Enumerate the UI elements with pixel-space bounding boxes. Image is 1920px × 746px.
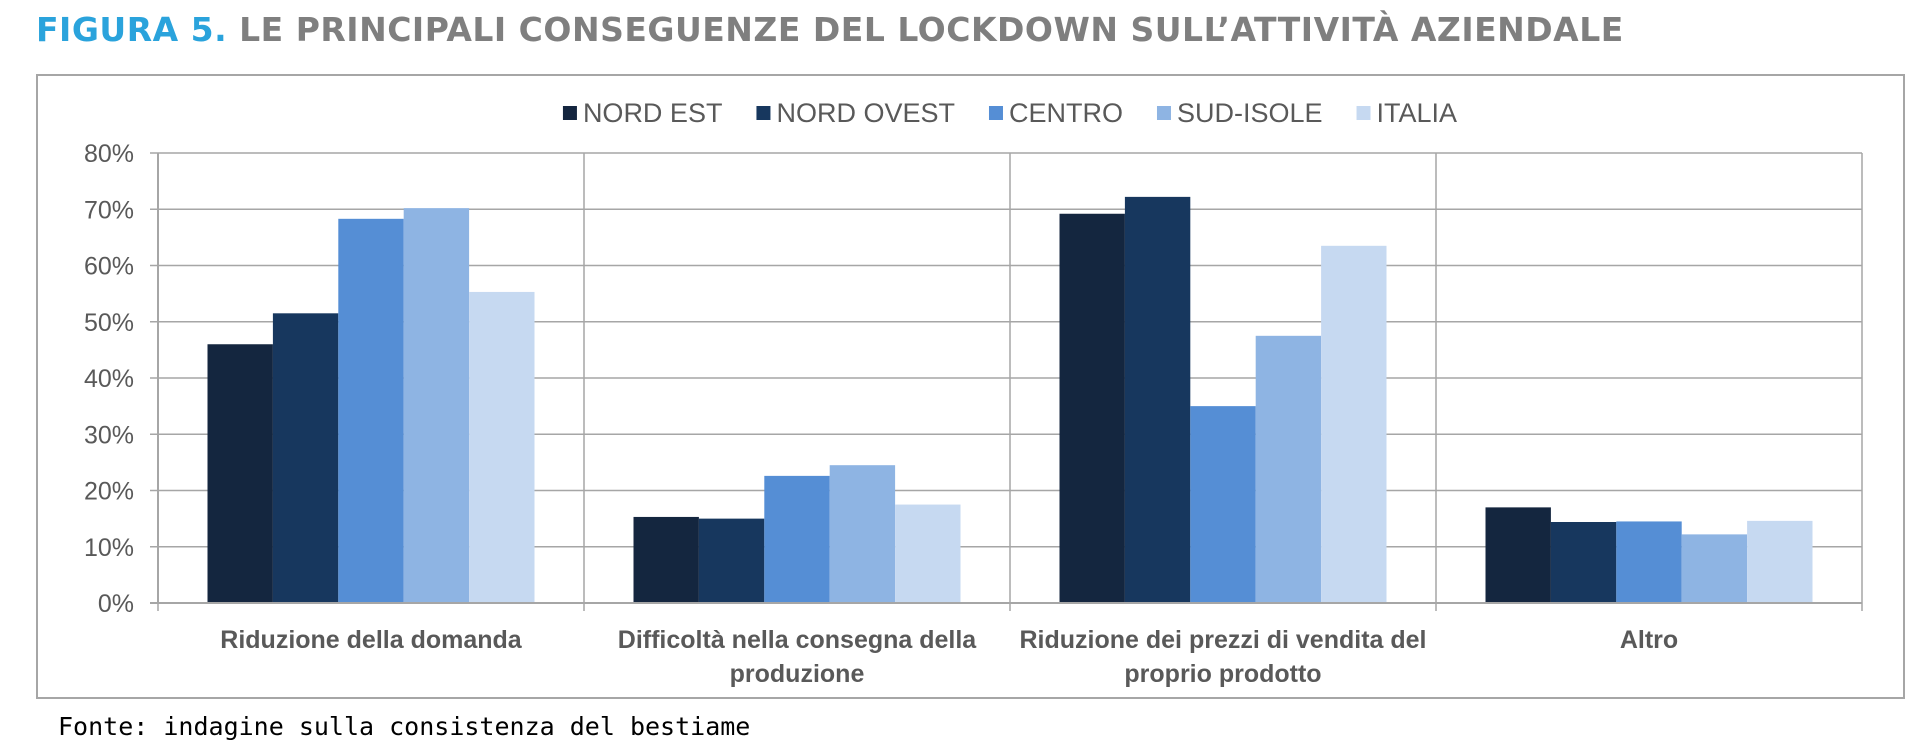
bar	[829, 465, 896, 603]
legend-label: ITALIA	[1377, 98, 1458, 128]
x-tick-label: Difficoltà nella consegna della	[618, 626, 978, 654]
y-tick-label: 20%	[84, 478, 134, 506]
bar	[1485, 507, 1551, 603]
source-note: Fonte: indagine sulla consistenza del be…	[58, 712, 751, 741]
y-tick-label: 10%	[84, 534, 134, 562]
figure-title: FIGURA 5. LE PRINCIPALI CONSEGUENZE DEL …	[36, 10, 1624, 49]
y-tick-label: 30%	[84, 421, 134, 449]
bar	[1255, 335, 1322, 603]
bar	[207, 344, 273, 603]
bar	[338, 218, 404, 603]
x-tick-label: Altro	[1620, 626, 1678, 654]
bar	[1059, 213, 1125, 603]
x-tick-label: Riduzione dei prezzi di vendita del	[1020, 626, 1427, 654]
bar	[403, 208, 470, 603]
bar	[272, 313, 339, 603]
legend-label: CENTRO	[1009, 98, 1123, 128]
legend-swatch	[1356, 106, 1371, 120]
bar	[469, 291, 535, 603]
x-tick-label: proprio prodotto	[1124, 660, 1321, 688]
y-tick-label: 0%	[98, 590, 134, 618]
legend-swatch	[756, 106, 771, 120]
legend-label: NORD OVEST	[776, 98, 955, 128]
y-tick-label: 70%	[84, 196, 134, 224]
bar	[1681, 534, 1748, 603]
y-tick-label: 40%	[84, 365, 134, 393]
y-tick-label: 80%	[84, 140, 134, 168]
bar-chart: 0% 10% 20% 30% 40% 50% 60% 70% 80% Riduzione dell…	[84, 98, 1863, 688]
figure-title-text: LE PRINCIPALI CONSEGUENZE DEL LOCKDOWN S…	[239, 10, 1624, 49]
legend-swatch	[988, 106, 1003, 120]
bar	[1550, 522, 1617, 603]
figure-label: FIGURA 5.	[36, 10, 228, 49]
bar	[1616, 521, 1682, 603]
bar	[1321, 245, 1387, 603]
x-tick-label: Riduzione della domanda	[220, 626, 523, 654]
bar	[895, 504, 961, 603]
legend-label: NORD EST	[583, 98, 723, 128]
bar	[698, 518, 765, 603]
bar	[1124, 196, 1191, 603]
bar	[764, 475, 830, 603]
bar	[633, 516, 699, 603]
legend-swatch	[562, 106, 577, 120]
bar	[1747, 520, 1813, 603]
y-tick-label: 60%	[84, 253, 134, 281]
x-tick-label: produzione	[730, 660, 865, 688]
legend-swatch	[1156, 106, 1171, 120]
legend-label: SUD-ISOLE	[1177, 98, 1323, 128]
y-tick-label: 50%	[84, 309, 134, 337]
bar	[1190, 406, 1256, 603]
chart-frame: 0% 10% 20% 30% 40% 50% 60% 70% 80% Riduzione dell…	[36, 74, 1905, 699]
